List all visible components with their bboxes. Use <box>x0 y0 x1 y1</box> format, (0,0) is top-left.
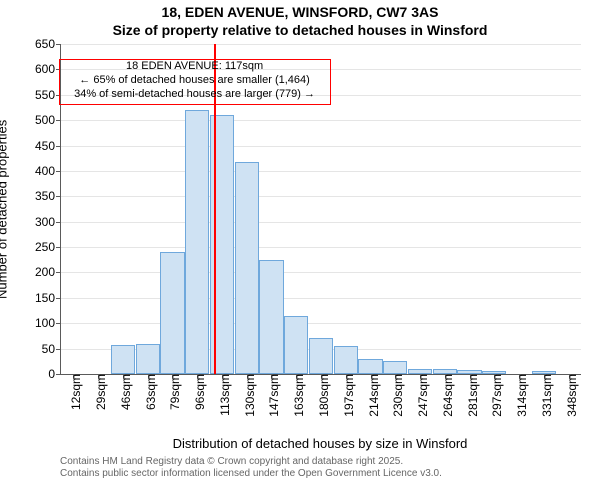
xtick-label: 130sqm <box>237 374 257 417</box>
ytick-label: 250 <box>35 240 61 254</box>
histogram-bar <box>111 345 135 374</box>
ytick-label: 600 <box>35 62 61 76</box>
xtick-label: 281sqm <box>460 374 480 417</box>
histogram-bar <box>235 162 259 374</box>
histogram-bar <box>160 252 184 374</box>
xtick-label: 197sqm <box>336 374 356 417</box>
footer-line-1: Contains HM Land Registry data © Crown c… <box>60 456 600 468</box>
plot-area: 0501001502002503003504004505005506006501… <box>60 44 581 375</box>
xtick-label: 214sqm <box>361 374 381 417</box>
chart-titles: 18, EDEN AVENUE, WINSFORD, CW7 3AS Size … <box>0 4 600 39</box>
histogram-bar <box>309 338 333 374</box>
histogram-bar <box>284 316 308 374</box>
ytick-label: 50 <box>42 342 61 356</box>
histogram-bar <box>383 361 407 374</box>
ytick-label: 150 <box>35 291 61 305</box>
xtick-label: 63sqm <box>138 374 158 410</box>
xtick-label: 46sqm <box>113 374 133 410</box>
gridline <box>61 44 581 45</box>
gridline <box>61 146 581 147</box>
gridline <box>61 247 581 248</box>
gridline <box>61 120 581 121</box>
title-line-1: 18, EDEN AVENUE, WINSFORD, CW7 3AS <box>0 4 600 22</box>
xtick-label: 163sqm <box>286 374 306 417</box>
ytick-label: 400 <box>35 164 61 178</box>
xtick-label: 113sqm <box>212 374 232 416</box>
x-axis-label: Distribution of detached houses by size … <box>60 436 580 451</box>
footer-attribution: Contains HM Land Registry data © Crown c… <box>60 456 600 480</box>
ytick-label: 100 <box>35 316 61 330</box>
ytick-label: 550 <box>35 88 61 102</box>
xtick-label: 147sqm <box>261 374 281 417</box>
histogram-bar <box>334 346 358 374</box>
xtick-label: 297sqm <box>484 374 504 417</box>
histogram-bar <box>185 110 209 374</box>
ytick-label: 450 <box>35 139 61 153</box>
xtick-label: 331sqm <box>534 374 554 417</box>
ytick-label: 300 <box>35 215 61 229</box>
annotation-line: 18 EDEN AVENUE: 117sqm <box>60 60 330 74</box>
xtick-label: 314sqm <box>509 374 529 417</box>
ytick-label: 350 <box>35 189 61 203</box>
annotation-line: 34% of semi-detached houses are larger (… <box>60 88 330 102</box>
ytick-label: 200 <box>35 265 61 279</box>
gridline <box>61 272 581 273</box>
histogram-bar <box>358 359 382 374</box>
xtick-label: 96sqm <box>187 374 207 410</box>
xtick-label: 79sqm <box>162 374 182 410</box>
xtick-label: 180sqm <box>311 374 331 417</box>
annotation-line: ← 65% of detached houses are smaller (1,… <box>60 74 330 88</box>
histogram-bar <box>259 260 283 374</box>
annotation-box: 18 EDEN AVENUE: 117sqm← 65% of detached … <box>59 59 331 105</box>
histogram-chart: 18, EDEN AVENUE, WINSFORD, CW7 3AS Size … <box>0 0 600 500</box>
xtick-label: 230sqm <box>385 374 405 417</box>
gridline <box>61 298 581 299</box>
histogram-bar <box>136 344 160 374</box>
xtick-label: 247sqm <box>410 374 430 417</box>
xtick-label: 29sqm <box>88 374 108 410</box>
ytick-label: 0 <box>48 367 61 381</box>
gridline <box>61 196 581 197</box>
title-line-2: Size of property relative to detached ho… <box>0 22 600 40</box>
gridline <box>61 323 581 324</box>
xtick-label: 348sqm <box>559 374 579 417</box>
gridline <box>61 222 581 223</box>
xtick-label: 264sqm <box>435 374 455 417</box>
ytick-label: 650 <box>35 37 61 51</box>
xtick-label: 12sqm <box>63 374 83 410</box>
y-axis-label: Number of detached properties <box>0 119 10 298</box>
gridline <box>61 171 581 172</box>
footer-line-2: Contains public sector information licen… <box>60 468 600 480</box>
ytick-label: 500 <box>35 113 61 127</box>
